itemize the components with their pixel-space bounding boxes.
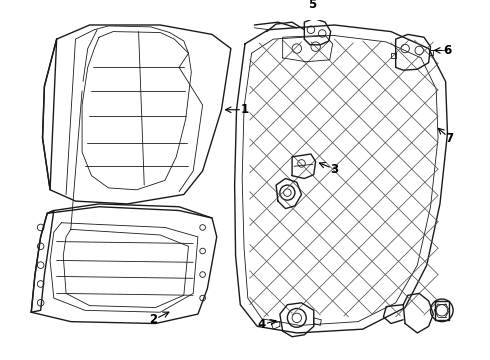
Text: 5: 5 xyxy=(308,0,316,11)
Text: 2: 2 xyxy=(149,313,158,326)
Text: 7: 7 xyxy=(445,131,453,144)
Text: 3: 3 xyxy=(330,163,339,176)
Text: 6: 6 xyxy=(443,44,452,57)
Text: 4: 4 xyxy=(258,318,266,331)
Text: 1: 1 xyxy=(241,103,249,116)
